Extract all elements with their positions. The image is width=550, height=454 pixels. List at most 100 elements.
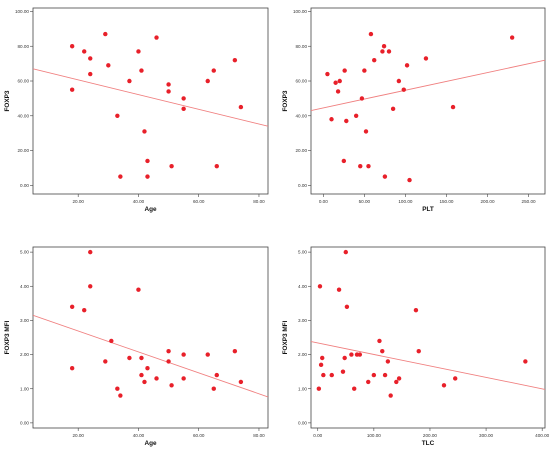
- data-point: [396, 376, 402, 381]
- data-point: [509, 35, 515, 40]
- y-tick-label: 5.00: [20, 250, 29, 255]
- data-point: [238, 104, 244, 110]
- y-axis-label: FOXP3 MFI: [282, 320, 289, 354]
- data-point: [103, 31, 108, 37]
- data-point: [352, 386, 357, 391]
- data-point: [69, 366, 75, 371]
- data-point: [232, 348, 238, 354]
- scatter-panel-2: 0.00 50.00 100.00 150.00 200.00 250.00 0.00 20.…: [282, 7, 546, 213]
- data-point: [214, 372, 219, 378]
- scatter-panel-1: 20.00 40.00 60.00 80.00 0.00 20.00 40.00 60.00 8…: [4, 7, 269, 213]
- data-point: [127, 355, 132, 361]
- y-tick-label: 1.00: [20, 386, 29, 391]
- data-point: [382, 174, 388, 179]
- data-point: [181, 106, 186, 112]
- data-point: [329, 372, 334, 378]
- data-point: [142, 129, 147, 134]
- y-tick-label: 60.00: [18, 79, 30, 84]
- data-point: [371, 372, 377, 378]
- y-tick-label: 1.00: [298, 386, 307, 391]
- data-point: [394, 379, 399, 385]
- data-point: [333, 80, 338, 85]
- data-point: [382, 372, 388, 378]
- data-point: [450, 104, 456, 110]
- data-point: [169, 383, 174, 388]
- data-point: [136, 49, 141, 54]
- data-point: [238, 379, 244, 385]
- data-point: [88, 71, 93, 77]
- data-point: [181, 96, 186, 101]
- data-point: [139, 372, 144, 378]
- x-tick-label: 100.00: [367, 433, 381, 438]
- data-point: [142, 379, 147, 385]
- data-point: [166, 89, 171, 94]
- y-tick-label: 40.00: [18, 113, 30, 118]
- data-point: [337, 78, 342, 84]
- y-tick-label: 4.00: [298, 284, 307, 289]
- y-tick-label: 3.00: [298, 318, 307, 323]
- data-point: [154, 376, 159, 381]
- data-point: [336, 287, 342, 292]
- data-point: [390, 106, 396, 112]
- x-tick-label: 80.00: [253, 433, 265, 438]
- data-point: [453, 376, 458, 381]
- y-tick-label: 2.00: [298, 352, 307, 357]
- data-point: [368, 31, 374, 37]
- x-tick-label: 60.00: [193, 199, 205, 204]
- data-point: [205, 78, 210, 84]
- y-tick-label: 2.00: [20, 352, 29, 357]
- data-point: [145, 174, 150, 179]
- x-tick-label: 0.00: [319, 199, 328, 204]
- data-point: [388, 393, 393, 398]
- data-point: [69, 304, 75, 309]
- x-axis-label: TLC: [422, 440, 435, 447]
- x-tick-label: 150.00: [439, 199, 453, 204]
- data-point: [343, 249, 348, 255]
- data-point: [344, 304, 350, 309]
- data-point: [325, 71, 330, 77]
- plot-frame: [310, 7, 546, 195]
- scatter-panel-4: 0.00 100.00 200.00 300.00 400.00 0.00 1.00 2.00…: [282, 246, 550, 447]
- y-tick-label: 80.00: [18, 44, 30, 49]
- y-axis-label: FOXP3: [282, 90, 289, 111]
- data-point: [357, 352, 363, 357]
- data-point: [154, 35, 159, 40]
- x-axis-label: Age: [144, 206, 157, 213]
- data-point: [169, 163, 174, 169]
- y-tick-label: 0.00: [20, 183, 29, 188]
- data-point: [136, 287, 141, 292]
- data-point: [181, 376, 186, 381]
- data-point: [317, 284, 323, 289]
- data-point: [423, 56, 429, 61]
- data-point: [166, 82, 171, 87]
- y-axis-label: FOXP3: [4, 90, 11, 111]
- data-point: [359, 96, 365, 101]
- x-tick-label: 300.00: [479, 433, 493, 438]
- data-point: [404, 63, 410, 68]
- data-point: [349, 352, 354, 357]
- data-point: [232, 57, 238, 63]
- y-tick-label: 20.00: [296, 148, 308, 153]
- y-tick-label: 60.00: [296, 79, 308, 84]
- x-tick-label: 80.00: [253, 199, 265, 204]
- regression-line: [33, 314, 268, 398]
- data-point: [377, 338, 382, 344]
- data-point: [335, 89, 341, 94]
- x-tick-label: 60.00: [193, 433, 205, 438]
- data-point: [441, 383, 447, 388]
- data-point: [118, 174, 123, 179]
- y-tick-label: 40.00: [296, 113, 308, 118]
- data-point: [316, 386, 322, 391]
- data-point: [205, 352, 210, 357]
- data-point: [118, 393, 123, 398]
- data-point: [353, 113, 359, 118]
- data-point: [127, 78, 132, 84]
- x-tick-label: 200.00: [480, 199, 494, 204]
- data-point: [145, 158, 150, 164]
- y-tick-label: 20.00: [18, 148, 30, 153]
- data-point: [344, 118, 349, 124]
- data-point: [166, 348, 171, 354]
- data-point: [321, 372, 326, 378]
- data-point: [413, 307, 419, 313]
